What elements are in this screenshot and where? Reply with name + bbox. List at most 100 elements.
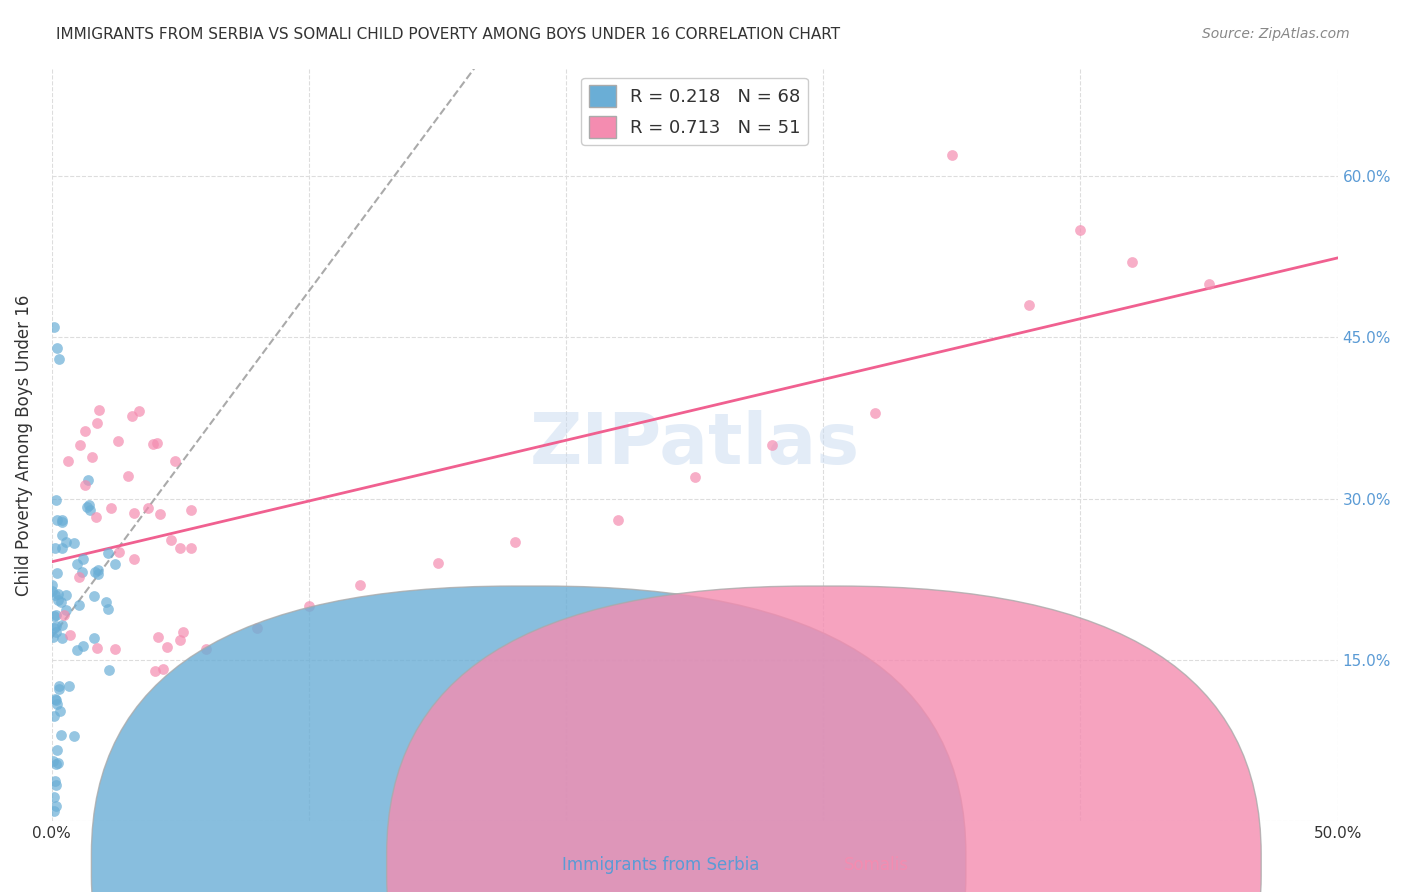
Point [79, 503, 101, 517]
Point [169, 632, 191, 647]
Point [42, 608, 65, 623]
Point [73, 424, 96, 438]
Point [42, 630, 65, 644]
Point [45, 625, 67, 640]
Text: Immigrants from Serbia: Immigrants from Serbia [562, 856, 759, 874]
Point [49, 595, 72, 609]
Point [76, 500, 98, 514]
Point [45, 692, 67, 706]
Point [104, 557, 127, 571]
Point [72, 639, 94, 653]
Point [45, 778, 67, 792]
Point [48, 704, 70, 718]
Point [1018, 298, 1040, 312]
Point [100, 500, 122, 515]
Point [45, 798, 67, 813]
Point [48, 680, 70, 694]
Point [44, 541, 66, 556]
Point [48, 351, 70, 366]
Point [160, 533, 183, 547]
Point [117, 469, 139, 483]
Point [108, 545, 131, 559]
Point [761, 438, 783, 452]
Point [51, 541, 73, 555]
Point [87, 567, 110, 582]
Point [121, 409, 143, 424]
Text: Source: ZipAtlas.com: Source: ZipAtlas.com [1202, 27, 1350, 41]
Point [69, 438, 91, 452]
Point [51, 618, 73, 632]
Point [87, 563, 110, 577]
Point [86, 416, 108, 430]
Point [83, 565, 105, 579]
Point [44, 692, 66, 706]
Point [87, 403, 110, 417]
Point [122, 506, 145, 520]
Point [45, 341, 67, 355]
Point [51, 527, 73, 541]
Point [606, 513, 628, 527]
Point [941, 147, 963, 161]
Point [180, 541, 202, 556]
Point [104, 641, 127, 656]
Point [349, 578, 371, 592]
Text: ZIPatlas: ZIPatlas [530, 410, 859, 480]
Point [1121, 255, 1143, 269]
Point [45, 608, 67, 623]
Point [83, 590, 105, 604]
Point [80, 450, 103, 464]
Point [503, 534, 526, 549]
Point [45, 756, 67, 771]
Point [49, 728, 72, 742]
Point [72, 552, 94, 566]
Point [96, 595, 118, 609]
Point [44, 773, 66, 788]
Point [172, 625, 194, 640]
Point [75, 478, 97, 492]
Point [77, 499, 100, 513]
Point [86, 640, 108, 655]
Point [55, 534, 77, 549]
Point [66, 643, 89, 657]
Point [142, 437, 165, 451]
Point [55, 588, 77, 602]
Point [98, 664, 121, 678]
Point [246, 621, 269, 635]
Point [83, 631, 105, 645]
Point [48, 682, 70, 697]
Point [156, 640, 179, 654]
Point [426, 557, 449, 571]
Point [128, 404, 150, 418]
Point [44, 588, 66, 602]
Point [41, 583, 63, 598]
Point [863, 406, 886, 420]
Point [51, 513, 73, 527]
Point [44, 319, 66, 334]
Point [107, 434, 129, 449]
Point [149, 507, 172, 521]
Point [97, 545, 120, 559]
Point [1198, 277, 1220, 291]
Point [46, 587, 69, 601]
Point [58, 679, 80, 693]
Point [1069, 223, 1091, 237]
Point [45, 513, 67, 527]
Point [42, 754, 65, 768]
Point [66, 557, 89, 571]
Point [84, 509, 107, 524]
Point [145, 436, 167, 450]
Point [46, 697, 69, 711]
Point [67, 569, 90, 583]
Point [51, 631, 73, 645]
Point [683, 470, 706, 484]
Point [124, 552, 146, 566]
Point [180, 503, 202, 517]
Point [45, 618, 67, 632]
Point [169, 541, 191, 555]
Point [46, 593, 69, 607]
Point [51, 515, 73, 529]
Point [146, 630, 169, 644]
Point [163, 454, 186, 468]
Point [42, 790, 65, 805]
Point [195, 642, 218, 657]
